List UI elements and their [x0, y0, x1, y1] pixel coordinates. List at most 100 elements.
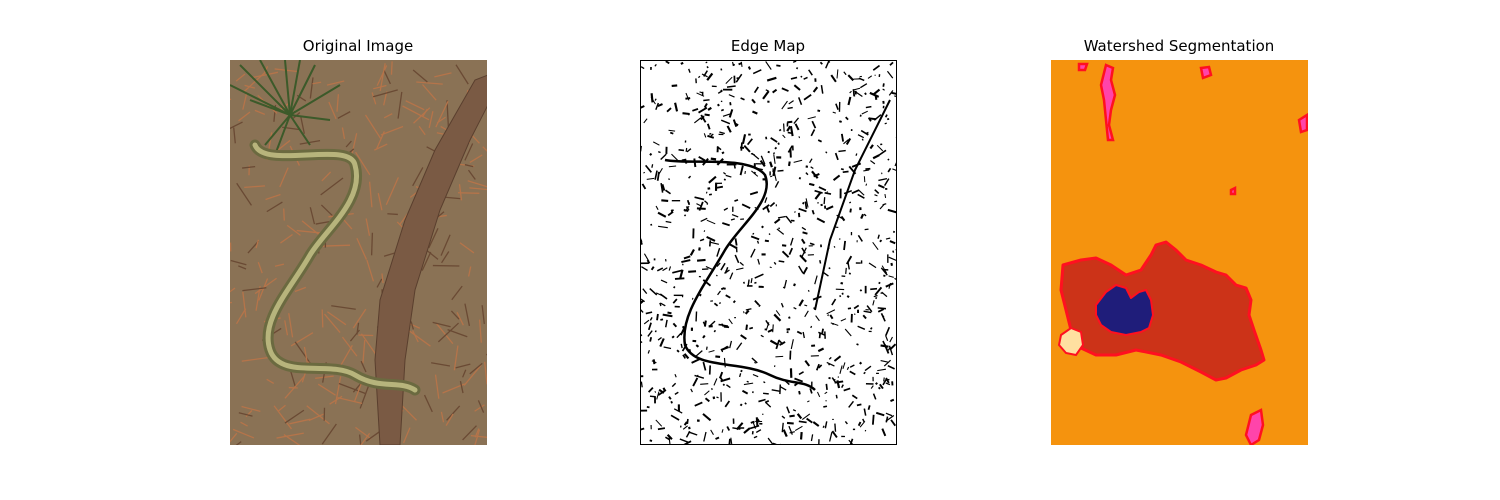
pine-needle [251, 71, 279, 79]
pine-needle [279, 167, 289, 188]
pine-needle [446, 405, 461, 421]
pine-needle [399, 213, 409, 226]
pine-needle [459, 242, 475, 254]
pine-needle [242, 165, 256, 169]
edge-speck [741, 134, 747, 145]
edge-speck [787, 131, 793, 135]
edge-speck [794, 377, 804, 383]
edge-speck [704, 113, 710, 117]
edge-speck [720, 287, 725, 291]
edge-speck [718, 375, 724, 382]
edge-speck [881, 265, 888, 274]
edge-speck [744, 309, 750, 315]
edge-speck [820, 85, 824, 94]
edge-speck [705, 265, 713, 270]
edge-speck [788, 100, 794, 105]
edge-speck [849, 90, 852, 94]
edge-speck [709, 320, 716, 327]
edge-speck [871, 414, 875, 425]
edge-speck [732, 61, 734, 67]
edge-speck [818, 364, 823, 369]
edge-speck [801, 226, 807, 231]
edge-speck [838, 149, 846, 153]
edge-speck [680, 343, 683, 349]
edge-speck [698, 156, 706, 162]
pine-needle [428, 111, 434, 129]
edge-speck [866, 305, 873, 313]
branch-edge [814, 99, 891, 311]
edge-speck [833, 245, 836, 248]
edge-speck [660, 279, 668, 284]
edge-speck [726, 85, 736, 88]
edge-speck [701, 73, 708, 78]
pine-needle [278, 404, 286, 412]
edge-speck [743, 311, 745, 314]
edge-map-title: Edge Map [730, 37, 806, 55]
pine-needle [306, 405, 330, 425]
edge-speck [832, 111, 836, 114]
edge-speck [734, 199, 739, 202]
edge-speck [700, 115, 705, 121]
pine-needle [360, 360, 367, 373]
edge-speck [848, 400, 855, 408]
edge-speck [732, 300, 736, 304]
edge-speck [671, 153, 679, 161]
edge-speck [656, 171, 660, 181]
edge-speck [740, 142, 743, 151]
edge-speck [739, 146, 745, 149]
edge-speck [665, 436, 670, 441]
pine-needle [455, 64, 469, 85]
edge-speck [774, 146, 778, 150]
edge-speck [845, 267, 847, 274]
edge-speck [651, 164, 654, 168]
pine-needle [474, 429, 481, 445]
edge-speck [705, 346, 708, 350]
pine-needle [464, 164, 474, 168]
edge-speck [654, 98, 657, 101]
edge-speck [654, 170, 658, 180]
pine-needle [230, 432, 238, 443]
edge-speck [773, 313, 782, 322]
edge-speck [671, 335, 675, 339]
edge-speck [726, 426, 731, 431]
edge-speck [754, 273, 764, 279]
edge-speck [713, 378, 718, 386]
edge-speck [646, 259, 651, 264]
pine-needle [376, 65, 388, 86]
edge-speck [801, 238, 806, 245]
edge-speck [840, 133, 845, 142]
edge-speck [830, 74, 837, 83]
edge-speck [723, 172, 727, 175]
pine-needle [288, 313, 294, 338]
edge-speck [734, 238, 738, 246]
edge-speck [779, 385, 787, 391]
edge-speck [672, 322, 678, 328]
edge-speck [857, 325, 866, 330]
edge-speck [660, 153, 667, 160]
edge-speck [658, 225, 668, 229]
edge-speck [749, 191, 759, 196]
pine-needle [469, 362, 483, 375]
edge-speck [807, 400, 810, 403]
edge-speck [757, 258, 761, 265]
edge-speck [760, 334, 764, 338]
edge-speck [694, 401, 703, 407]
edge-speck [685, 97, 691, 100]
edge-speck [874, 194, 878, 197]
edge-speck [864, 92, 867, 96]
edge-speck [764, 239, 770, 243]
edge-speck [753, 86, 759, 94]
edge-speck [887, 208, 897, 214]
pine-needle [457, 192, 480, 194]
pine-needle [241, 405, 261, 413]
edge-speck [656, 267, 664, 272]
edge-speck [880, 312, 886, 322]
edge-speck [749, 326, 754, 330]
edge-speck [881, 291, 888, 298]
pine-needle [334, 376, 342, 405]
pine-needle [340, 345, 353, 366]
edge-speck [870, 287, 878, 291]
edge-speck [862, 314, 867, 320]
pine-needle [370, 232, 374, 256]
edge-speck [747, 66, 751, 70]
